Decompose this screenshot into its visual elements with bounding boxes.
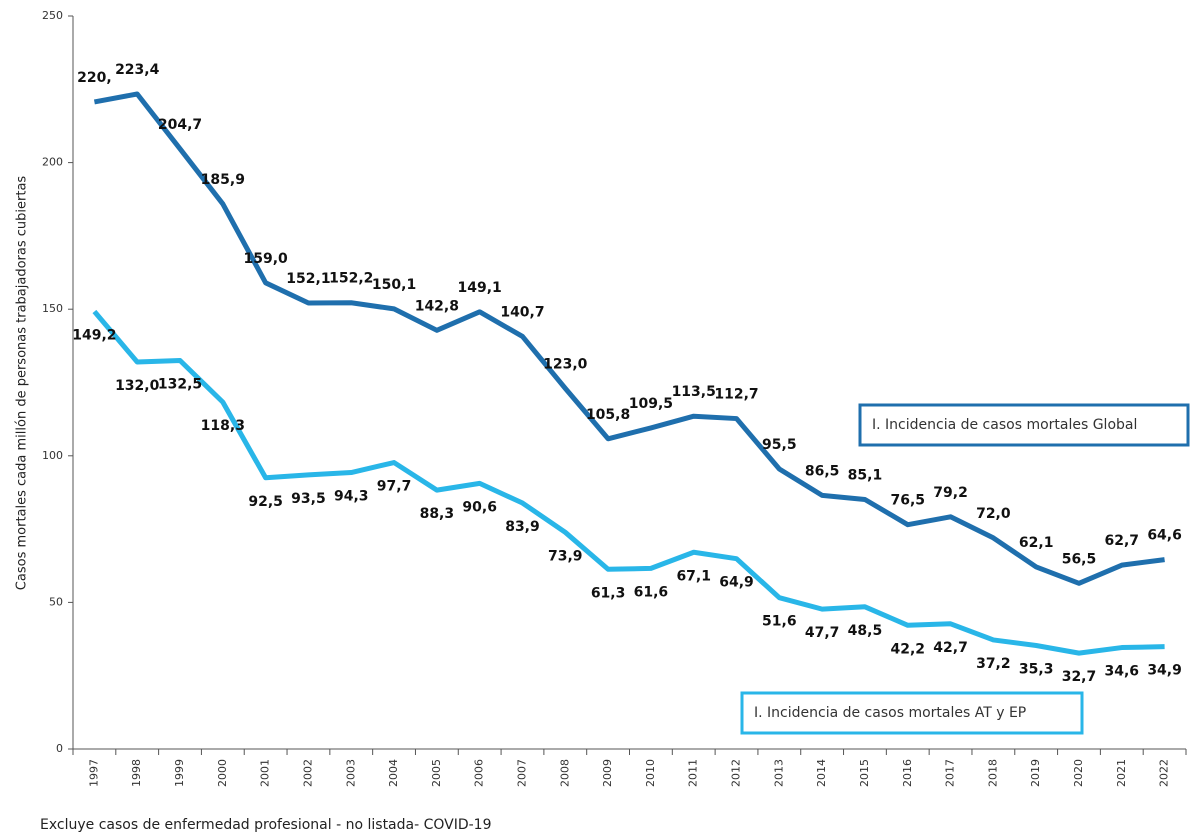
- data-label: 112,7: [714, 387, 758, 403]
- data-label: 113,5: [672, 384, 716, 400]
- y-tick-label: 100: [42, 449, 63, 462]
- data-label: 72,0: [976, 506, 1011, 522]
- data-label: 61,3: [591, 585, 626, 601]
- data-label: 159,0: [243, 251, 288, 267]
- data-label: 92,5: [248, 494, 283, 510]
- y-tick-label: 0: [56, 742, 63, 755]
- data-label: 85,1: [848, 467, 883, 483]
- data-label: 88,3: [420, 506, 455, 522]
- y-tick-label: 250: [42, 9, 63, 22]
- series-line: [92, 309, 1165, 656]
- x-tick-label: 2004: [387, 759, 400, 787]
- data-label: 118,3: [201, 418, 245, 434]
- x-tick-label: 1999: [173, 759, 186, 787]
- legend-label: I. Incidencia de casos mortales Global: [872, 417, 1137, 433]
- y-axis-label: Casos mortales cada millón de personas t…: [15, 176, 30, 591]
- data-label: 62,1: [1019, 535, 1054, 551]
- data-label: 149,1: [458, 280, 502, 296]
- x-tick-label: 2022: [1158, 759, 1171, 787]
- data-label: 93,5: [291, 491, 326, 507]
- data-label: 61,6: [634, 584, 669, 600]
- x-tick-label: 2013: [772, 759, 785, 787]
- data-label: 90,6: [462, 499, 497, 515]
- data-label: 64,9: [719, 575, 754, 591]
- data-label: 220,: [77, 70, 112, 86]
- x-tick-label: 2001: [259, 759, 272, 787]
- data-label: 34,6: [1105, 664, 1140, 680]
- data-label: 62,7: [1105, 533, 1140, 549]
- x-tick-label: 2021: [1115, 759, 1128, 787]
- x-tick-label: 2017: [944, 759, 957, 787]
- data-label: 37,2: [976, 656, 1011, 672]
- data-label: 34,9: [1147, 663, 1182, 679]
- x-tick-label: 2018: [986, 759, 999, 787]
- series-line: [93, 91, 1165, 586]
- x-tick-label: 1997: [87, 759, 100, 787]
- data-label: 56,5: [1062, 551, 1097, 567]
- x-tick-label: 2016: [901, 759, 914, 787]
- data-label: 48,5: [848, 623, 883, 639]
- y-tick-label: 50: [49, 595, 63, 608]
- data-label: 86,5: [805, 463, 840, 479]
- data-label: 35,3: [1019, 662, 1054, 678]
- y-tick-label: 200: [42, 156, 63, 169]
- x-tick-label: 2006: [473, 759, 486, 787]
- data-label: 132,5: [158, 377, 202, 393]
- x-tick-label: 2008: [558, 759, 571, 787]
- data-label: 97,7: [377, 479, 412, 495]
- data-label: 109,5: [629, 396, 673, 412]
- x-tick-label: 2007: [515, 759, 528, 787]
- x-tick-label: 2002: [301, 759, 314, 787]
- data-label: 140,7: [500, 304, 544, 320]
- data-label: 132,0: [115, 378, 160, 394]
- x-tick-label: 2015: [858, 759, 871, 787]
- data-label: 185,9: [201, 172, 245, 188]
- data-label: 47,7: [805, 625, 840, 641]
- data-label: 76,5: [890, 493, 925, 509]
- data-label: 83,9: [505, 519, 540, 535]
- x-tick-label: 2003: [344, 759, 357, 787]
- data-label: 64,6: [1147, 528, 1182, 544]
- data-label: 123,0: [543, 356, 588, 372]
- data-label: 152,2: [329, 271, 373, 287]
- x-tick-label: 2014: [815, 759, 828, 787]
- data-label: 73,9: [548, 548, 583, 564]
- y-tick-label: 150: [42, 302, 63, 315]
- data-label: 105,8: [586, 407, 630, 423]
- data-label: 152,1: [286, 271, 330, 287]
- data-label: 142,8: [415, 298, 459, 314]
- data-label: 32,7: [1062, 669, 1097, 685]
- x-tick-label: 2000: [216, 759, 229, 787]
- legend-box: [740, 691, 1084, 735]
- data-label: 79,2: [933, 485, 968, 501]
- data-label: 51,6: [762, 614, 797, 630]
- data-label: 94,3: [334, 489, 369, 505]
- data-label: 149,2: [72, 328, 116, 344]
- data-label: 42,7: [933, 640, 968, 656]
- x-tick-label: 2010: [644, 759, 657, 787]
- x-tick-label: 2009: [601, 759, 614, 787]
- data-label: 150,1: [372, 277, 416, 293]
- x-tick-label: 2020: [1072, 759, 1085, 787]
- x-tick-label: 2005: [430, 759, 443, 787]
- x-tick-label: 1998: [130, 759, 143, 787]
- legend-box: [858, 403, 1190, 447]
- x-tick-label: 2011: [687, 759, 700, 787]
- x-tick-label: 2019: [1029, 759, 1042, 787]
- legend-label: I. Incidencia de casos mortales AT y EP: [754, 705, 1026, 721]
- data-label: 223,4: [115, 62, 160, 78]
- data-label: 204,7: [158, 117, 202, 133]
- footnote: Excluye casos de enfermedad profesional …: [40, 817, 492, 833]
- data-label: 42,2: [890, 641, 925, 657]
- data-label: 95,5: [762, 437, 797, 453]
- x-tick-label: 2012: [730, 759, 743, 787]
- data-label: 67,1: [676, 568, 711, 584]
